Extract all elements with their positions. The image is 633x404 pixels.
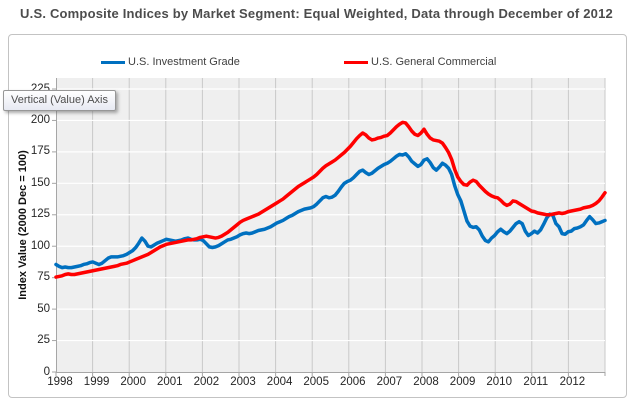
legend-label-investment-grade: U.S. Investment Grade <box>128 56 240 68</box>
y-axis-label[interactable]: 0 <box>43 365 50 378</box>
axis-tooltip-text: Vertical (Value) Axis <box>11 94 109 106</box>
y-axis-label[interactable]: 175 <box>30 145 50 158</box>
y-axis-label[interactable]: 150 <box>30 176 50 189</box>
line-investment-grade[interactable] <box>54 152 607 270</box>
x-axis-label[interactable]: 2012 <box>559 376 586 388</box>
x-axis-label[interactable]: 2000 <box>120 376 146 388</box>
x-axis-label[interactable]: 2003 <box>230 376 256 388</box>
general-commercial-line-swatch <box>344 60 368 64</box>
y-axis-label[interactable]: 75 <box>37 271 50 284</box>
legend-label-general-commercial: U.S. General Commercial <box>371 56 497 68</box>
x-axis-label[interactable]: 1998 <box>47 376 73 388</box>
legend-item-general-commercial[interactable]: U.S. General Commercial <box>344 55 496 69</box>
y-axis-label[interactable]: 100 <box>30 239 50 252</box>
x-axis-label[interactable]: 2001 <box>157 376 183 388</box>
x-axis-label[interactable]: 2008 <box>413 376 439 388</box>
x-axis-label[interactable]: 2002 <box>193 376 220 388</box>
legend-item-investment-grade[interactable]: U.S. Investment Grade <box>101 55 240 69</box>
x-axis-label[interactable]: 2004 <box>266 376 293 388</box>
x-axis-label[interactable]: 2009 <box>449 376 476 388</box>
y-axis-label[interactable]: 25 <box>37 334 50 347</box>
chart-area[interactable]: U.S. Investment Grade U.S. General Comme… <box>8 34 627 398</box>
x-axis-label[interactable]: 2005 <box>303 376 329 388</box>
line-general-commercial[interactable] <box>54 120 607 279</box>
y-axis-label[interactable]: 200 <box>30 113 50 126</box>
chart-title[interactable]: U.S. Composite Indices by Market Segment… <box>20 6 613 21</box>
y-axis-label[interactable]: 125 <box>30 208 50 221</box>
x-axis-label[interactable]: 1999 <box>83 376 110 388</box>
x-axis-label[interactable]: 2006 <box>340 376 366 388</box>
plot-canvas[interactable] <box>9 35 626 397</box>
x-axis-label[interactable]: 2011 <box>523 376 549 388</box>
x-axis-label[interactable]: 2007 <box>376 376 403 388</box>
axis-tooltip: Vertical (Value) Axis <box>3 90 117 111</box>
y-axis-label[interactable]: 50 <box>37 302 50 315</box>
x-axis-label[interactable]: 2010 <box>486 376 512 388</box>
investment-grade-line-swatch <box>101 60 125 64</box>
